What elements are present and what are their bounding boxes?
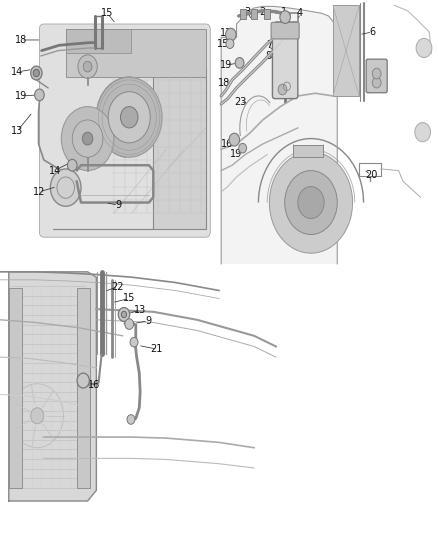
Circle shape: [280, 11, 290, 23]
Text: 1: 1: [281, 7, 287, 17]
Text: 3: 3: [244, 7, 251, 17]
Polygon shape: [53, 32, 206, 229]
Polygon shape: [77, 288, 90, 488]
Text: 5: 5: [380, 72, 386, 82]
Circle shape: [298, 187, 324, 219]
Circle shape: [31, 408, 44, 424]
FancyBboxPatch shape: [39, 24, 210, 237]
Polygon shape: [66, 29, 131, 53]
Text: 12: 12: [33, 187, 46, 197]
Text: 13: 13: [134, 305, 146, 315]
Circle shape: [235, 58, 244, 68]
Bar: [264, 9, 270, 19]
Polygon shape: [9, 272, 96, 501]
Text: 14: 14: [11, 67, 24, 77]
Text: 19: 19: [220, 60, 232, 70]
Circle shape: [416, 38, 432, 58]
Circle shape: [239, 143, 247, 153]
Text: 9: 9: [145, 316, 151, 326]
Text: 19: 19: [15, 91, 27, 101]
Text: 6: 6: [369, 27, 375, 37]
Circle shape: [96, 77, 162, 157]
Polygon shape: [0, 266, 280, 530]
Text: 24: 24: [313, 149, 325, 158]
Circle shape: [33, 69, 39, 77]
Circle shape: [120, 107, 138, 128]
Circle shape: [125, 319, 134, 329]
Circle shape: [67, 159, 77, 171]
Circle shape: [82, 132, 93, 145]
Text: 9: 9: [115, 200, 121, 210]
Circle shape: [229, 133, 240, 146]
Circle shape: [372, 77, 381, 88]
Circle shape: [72, 120, 103, 157]
Circle shape: [127, 415, 135, 424]
FancyBboxPatch shape: [271, 22, 299, 39]
Circle shape: [61, 107, 114, 171]
Text: 23: 23: [234, 98, 246, 107]
Text: 16: 16: [88, 380, 100, 390]
Circle shape: [226, 39, 234, 49]
Polygon shape: [333, 5, 359, 96]
Circle shape: [372, 68, 381, 79]
Circle shape: [130, 337, 138, 347]
Text: 7: 7: [266, 41, 272, 50]
Text: 20: 20: [365, 170, 377, 180]
Text: 21: 21: [151, 344, 163, 354]
Text: 2: 2: [260, 7, 266, 17]
Polygon shape: [9, 288, 22, 488]
Circle shape: [31, 66, 42, 80]
Circle shape: [226, 28, 236, 41]
Text: 18: 18: [15, 35, 27, 45]
Text: 15: 15: [123, 294, 135, 303]
Polygon shape: [219, 0, 438, 264]
FancyBboxPatch shape: [272, 32, 298, 99]
Text: 19: 19: [230, 149, 243, 158]
Circle shape: [415, 123, 431, 142]
Text: 15: 15: [101, 9, 113, 18]
Circle shape: [118, 308, 130, 321]
Text: 18: 18: [218, 78, 230, 87]
FancyBboxPatch shape: [366, 59, 387, 93]
Circle shape: [50, 169, 81, 206]
Bar: [240, 9, 246, 19]
Circle shape: [83, 61, 92, 72]
Polygon shape: [221, 6, 337, 264]
Circle shape: [278, 84, 287, 95]
Text: 13: 13: [11, 126, 24, 135]
Text: 16: 16: [221, 139, 233, 149]
Bar: [251, 9, 257, 19]
Circle shape: [77, 373, 89, 388]
Circle shape: [108, 92, 150, 143]
Text: 22: 22: [111, 282, 124, 292]
Bar: [293, 145, 323, 157]
Text: 15: 15: [217, 39, 230, 49]
Circle shape: [269, 152, 353, 253]
Text: 8: 8: [266, 51, 272, 61]
Circle shape: [285, 171, 337, 235]
Circle shape: [78, 55, 97, 78]
Text: 4: 4: [297, 9, 303, 18]
Circle shape: [121, 311, 127, 318]
Text: 14: 14: [49, 166, 61, 175]
Circle shape: [35, 89, 44, 101]
Polygon shape: [66, 29, 206, 77]
Text: 17: 17: [220, 28, 232, 38]
